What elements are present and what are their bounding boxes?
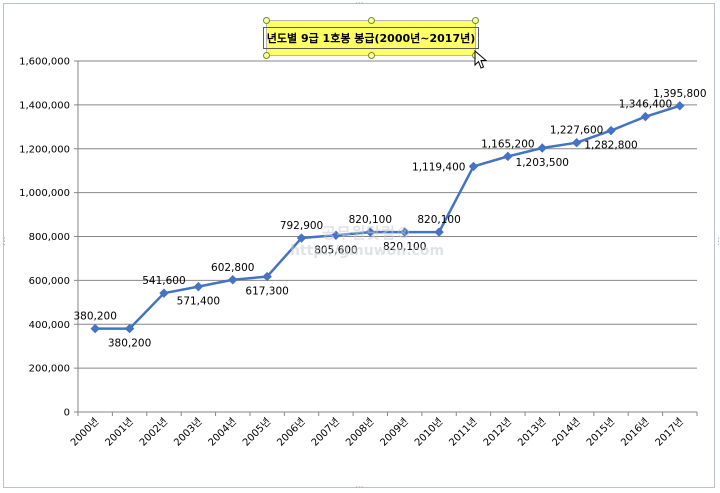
- y-tick-label: 0: [64, 408, 70, 419]
- y-tick-label: 1,200,000: [19, 144, 70, 155]
- data-point[interactable]: [503, 151, 513, 162]
- data-point[interactable]: [434, 227, 444, 237]
- data-label: 1,165,200: [481, 138, 534, 150]
- title-handle-bottom-center[interactable]: [368, 52, 375, 59]
- data-point[interactable]: [331, 230, 341, 240]
- x-tick-label: 2009년: [378, 416, 411, 449]
- data-point[interactable]: [262, 271, 272, 282]
- x-tick-label: 2015년: [584, 416, 617, 449]
- resize-handle-right[interactable]: ⋮: [714, 237, 720, 247]
- x-tick-label: 2001년: [103, 416, 136, 449]
- data-label: 1,395,800: [653, 88, 706, 100]
- resize-handle-left[interactable]: ⋮: [0, 237, 9, 247]
- x-tick-label: 2007년: [309, 416, 342, 449]
- data-label: 602,800: [211, 262, 254, 274]
- data-label: 1,227,600: [550, 125, 603, 137]
- data-label: 1,119,400: [412, 161, 465, 173]
- resize-handle-top[interactable]: ···: [355, 0, 364, 9]
- data-point[interactable]: [296, 233, 307, 243]
- y-tick-label: 1,400,000: [19, 100, 70, 111]
- data-point[interactable]: [228, 275, 238, 285]
- data-label: 617,300: [245, 286, 288, 298]
- data-label: 805,600: [314, 244, 357, 256]
- y-tick-label: 200,000: [29, 364, 70, 375]
- series-line: [90, 101, 685, 334]
- x-tick-label: 2008년: [343, 416, 376, 449]
- y-tick-label: 1,000,000: [19, 188, 70, 199]
- x-tick-label: 2014년: [550, 416, 583, 449]
- y-tick-label: 600,000: [29, 276, 70, 287]
- chart-title-box[interactable]: 년도별 9급 1호봉 봉급(2000년~2017년): [262, 17, 480, 59]
- y-tick-label: 400,000: [29, 320, 70, 331]
- data-point[interactable]: [124, 323, 135, 334]
- data-point[interactable]: [571, 137, 582, 148]
- x-tick-label: 2010년: [412, 416, 445, 449]
- x-tick-label: 2011년: [447, 416, 480, 449]
- data-point[interactable]: [193, 281, 204, 292]
- data-label: 1,203,500: [516, 157, 569, 169]
- x-tick-label: 2000년: [68, 416, 101, 449]
- data-label: 792,900: [280, 220, 323, 232]
- x-tick-label: 2017년: [653, 416, 686, 449]
- data-label: 1,282,800: [584, 140, 637, 152]
- x-tick-label: 2002년: [137, 416, 170, 449]
- data-label: 380,200: [108, 338, 151, 350]
- gridlines: [78, 60, 697, 369]
- x-tick-label: 2006년: [275, 416, 308, 449]
- data-point[interactable]: [399, 227, 410, 237]
- data-label: 1,346,400: [619, 99, 672, 111]
- data-point[interactable]: [468, 161, 479, 172]
- title-handle-bottom-left[interactable]: [263, 52, 270, 59]
- data-point[interactable]: [675, 101, 685, 111]
- x-tick-label: 2016년: [619, 416, 652, 449]
- data-point[interactable]: [537, 143, 547, 153]
- x-tick-label: 2013년: [515, 416, 548, 449]
- data-point[interactable]: [365, 227, 376, 237]
- mouse-cursor-icon: [474, 50, 488, 69]
- data-point[interactable]: [159, 288, 169, 298]
- data-label: 571,400: [177, 296, 220, 308]
- title-handle-top-left[interactable]: [263, 17, 270, 24]
- x-tick-label: 2004년: [206, 416, 239, 449]
- data-point[interactable]: [90, 323, 100, 334]
- data-label: 380,200: [73, 311, 116, 323]
- chart-title[interactable]: 년도별 9급 1호봉 봉급(2000년~2017년): [262, 27, 480, 49]
- resize-handle-bottom[interactable]: ···: [355, 483, 364, 493]
- data-label: 820,100: [417, 214, 460, 226]
- chart-area[interactable]: [3, 3, 715, 488]
- data-label: 820,100: [383, 241, 426, 253]
- y-tick-label: 800,000: [29, 232, 70, 243]
- title-handle-top-right[interactable]: [472, 17, 479, 24]
- data-label: 541,600: [142, 275, 185, 287]
- x-tick-label: 2012년: [481, 416, 514, 449]
- title-handle-top-center[interactable]: [368, 17, 375, 24]
- data-point[interactable]: [606, 125, 616, 136]
- x-tick-label: 2005년: [240, 416, 273, 449]
- data-label: 820,100: [349, 214, 392, 226]
- data-point[interactable]: [640, 111, 651, 122]
- axes: 0 200,000 400,000 600,000 800,000 1,000,000 1,…: [19, 57, 698, 449]
- series-line-path: [95, 104, 681, 330]
- data-labels: 380,200 380,200 541,600 571,400 602,800 617,3…: [73, 88, 706, 350]
- x-tick-label: 2003년: [171, 416, 204, 449]
- y-tick-label: 1,600,000: [19, 57, 70, 68]
